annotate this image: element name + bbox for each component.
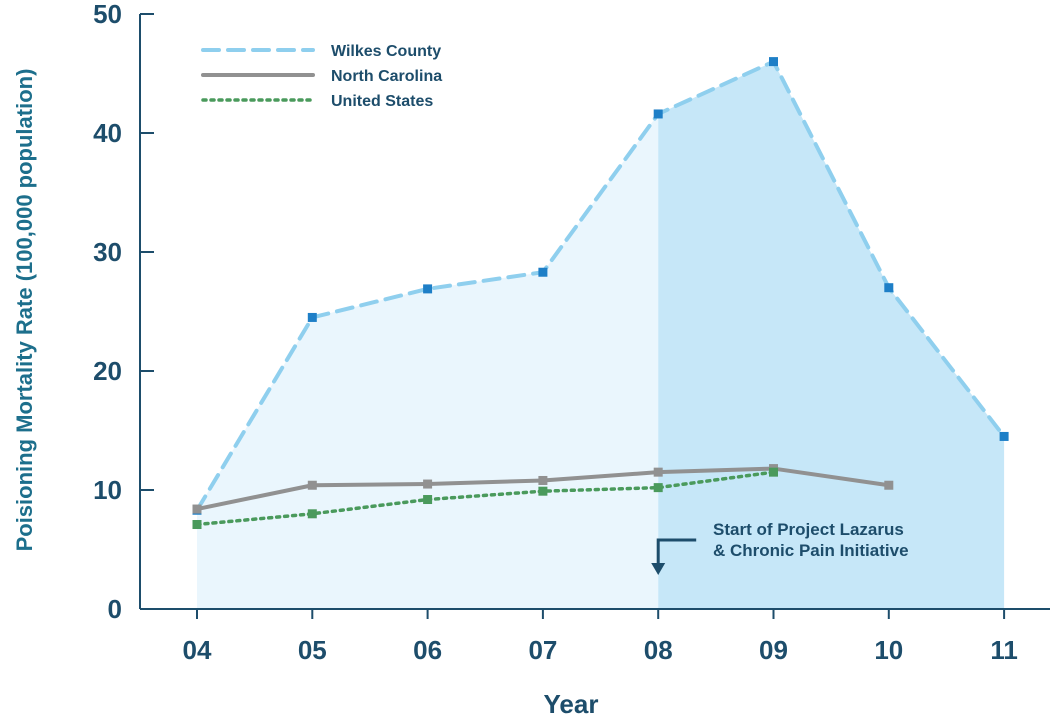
shaded-area-before <box>197 113 659 610</box>
series-0-point <box>884 283 894 293</box>
series-0-point <box>423 284 433 294</box>
y-tick-label: 40 <box>93 118 122 148</box>
legend-label-2: United States <box>331 93 433 110</box>
series-2-point <box>769 467 778 477</box>
legend-label-0: Wilkes County <box>331 43 441 60</box>
legend-label-1: North Carolina <box>331 68 442 85</box>
y-tick-label: 30 <box>93 237 122 267</box>
x-tick-label: 08 <box>644 635 673 665</box>
x-tick-label: 06 <box>413 635 442 665</box>
series-1-point <box>307 480 317 490</box>
legend: Wilkes County North Carolina United States <box>201 43 442 110</box>
series-0-point <box>538 267 548 277</box>
series-line-0 <box>195 59 1007 513</box>
series-1-point <box>192 504 202 514</box>
x-tick-label: 07 <box>528 635 557 665</box>
axes: 0 10 20 30 40 50 04 05 06 07 08 09 10 11 <box>93 0 1050 665</box>
series-2-point <box>423 495 433 505</box>
series-2-point <box>307 509 317 519</box>
series-1-point <box>884 480 894 490</box>
series-1-point <box>423 479 433 489</box>
y-tick-label: 50 <box>93 0 122 29</box>
y-axis-title: Poisioning Mortality Rate (100,000 popul… <box>12 69 37 552</box>
annotation: Start of Project Lazarus & Chronic Pain I… <box>651 520 909 575</box>
x-tick-label: 11 <box>990 635 1018 665</box>
annotation-arrow-head <box>651 563 666 575</box>
series-line-2 <box>195 470 776 527</box>
series-2-point <box>192 520 202 530</box>
annotation-arrow-line <box>656 538 697 568</box>
series-1-point <box>538 475 548 485</box>
series-0-point <box>769 57 778 67</box>
x-axis-title: Year <box>544 689 599 716</box>
series-0-point <box>653 109 663 119</box>
annotation-line-1: Start of Project Lazarus <box>713 520 904 539</box>
series-0-point <box>307 312 317 322</box>
x-tick-label: 10 <box>874 635 903 665</box>
x-tick-label: 05 <box>298 635 327 665</box>
y-tick-label: 20 <box>93 356 122 386</box>
series-1-point <box>653 467 663 477</box>
y-tick-label: 0 <box>108 594 122 624</box>
annotation-line-2: & Chronic Pain Initiative <box>713 541 909 560</box>
shaded-area-after <box>658 61 1005 610</box>
y-tick-label: 10 <box>93 475 122 505</box>
series-0-point <box>999 431 1009 441</box>
series-2-point <box>538 486 548 496</box>
series-layer <box>192 57 1009 530</box>
x-tick-label: 09 <box>759 635 788 665</box>
series-2-point <box>653 483 663 493</box>
x-tick-label: 04 <box>183 635 212 665</box>
